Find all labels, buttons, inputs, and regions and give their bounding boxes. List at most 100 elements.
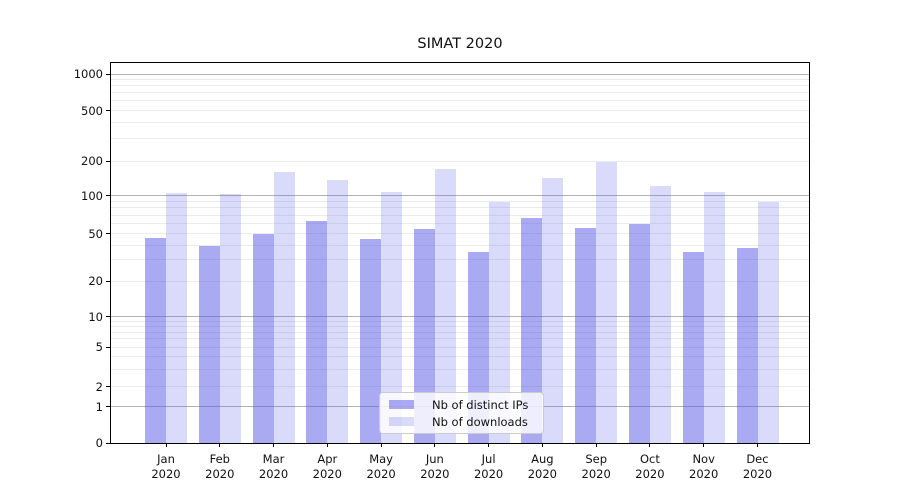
bar-distinct-ips <box>252 233 274 443</box>
y-gridline-minor <box>111 259 809 260</box>
y-tick-label: 1000 <box>73 67 103 81</box>
legend-label-downloads: Nb of downloads <box>432 414 528 429</box>
x-tick <box>327 443 328 447</box>
bar-downloads <box>542 177 564 443</box>
y-tick-label: 10 <box>88 309 103 324</box>
legend-swatch-distinct-ips <box>389 400 414 409</box>
y-gridline-minor <box>111 110 809 111</box>
x-tick-label: Oct 2020 <box>635 452 665 481</box>
y-gridline-minor <box>111 207 809 208</box>
y-tick <box>106 74 110 75</box>
y-gridline-minor <box>111 245 809 246</box>
y-gridline-minor <box>111 233 809 234</box>
x-tick-label: Jul 2020 <box>473 452 504 481</box>
y-gridline-major <box>111 316 809 317</box>
y-tick-label: 0 <box>95 436 103 450</box>
bar-distinct-ips <box>360 239 382 443</box>
x-tick-label: Jun 2020 <box>420 452 450 481</box>
x-tick <box>649 443 650 447</box>
x-tick <box>703 443 704 447</box>
x-tick <box>434 443 435 447</box>
bar-distinct-ips <box>306 220 328 443</box>
x-tick-label: Dec 2020 <box>742 452 773 481</box>
bar-distinct-ips <box>413 229 435 443</box>
bar-downloads <box>219 194 241 443</box>
bar-downloads <box>757 201 779 443</box>
bar-downloads <box>166 193 187 443</box>
legend-item-downloads: Nb of downloads <box>389 413 535 430</box>
y-tick <box>106 316 110 317</box>
y-tick <box>106 281 110 282</box>
bar-distinct-ips <box>521 217 543 443</box>
y-tick-label: 5 <box>95 340 103 354</box>
legend: Nb of distinct IPs Nb of downloads <box>379 392 544 434</box>
y-gridline-minor <box>111 79 809 80</box>
y-gridline-minor <box>111 138 809 139</box>
x-tick-label: Jan 2020 <box>151 452 181 481</box>
y-gridline-minor <box>111 85 809 86</box>
bar-downloads <box>488 201 510 443</box>
bar-downloads <box>327 179 349 443</box>
x-tick-label: Aug 2020 <box>527 452 558 481</box>
y-tick <box>106 386 110 387</box>
y-tick-label: 50 <box>88 226 103 241</box>
bar-distinct-ips <box>628 223 650 443</box>
plot-area: 0 1 2 5 10 20 50 100 200 500 1000 Jan 2020 Feb 2020 M… <box>74 62 810 481</box>
x-tick <box>757 443 758 447</box>
y-tick <box>106 233 110 234</box>
y-gridline-minor <box>111 281 809 282</box>
y-tick <box>106 161 110 162</box>
x-tick <box>219 443 220 447</box>
bar-downloads <box>596 162 618 443</box>
y-tick <box>106 406 110 407</box>
y-gridline-minor <box>111 321 809 322</box>
y-tick <box>106 195 110 196</box>
x-tick <box>381 443 382 447</box>
bar-distinct-ips <box>736 247 758 443</box>
y-gridline-minor <box>111 369 809 370</box>
y-tick <box>106 347 110 348</box>
y-tick <box>106 443 110 444</box>
y-tick <box>106 110 110 111</box>
bar-distinct-ips <box>145 237 166 443</box>
x-tick <box>542 443 543 447</box>
y-gridline-minor <box>111 100 809 101</box>
y-gridline-minor <box>111 92 809 93</box>
chart-title: SIMAT 2020 <box>417 36 503 52</box>
y-gridline-major <box>111 195 809 196</box>
y-gridline-minor <box>111 161 809 162</box>
bar-downloads <box>381 192 403 443</box>
bar-distinct-ips <box>198 246 220 443</box>
y-tick-label: 200 <box>81 154 103 168</box>
y-tick-label: 100 <box>81 188 103 203</box>
y-gridline-minor <box>111 332 809 333</box>
x-tick <box>273 443 274 447</box>
y-gridline-minor <box>111 215 809 216</box>
bar-downloads <box>273 172 295 443</box>
x-tick-label: Mar 2020 <box>258 452 289 481</box>
x-tick-label: Nov 2020 <box>689 452 719 481</box>
legend-item-distinct-ips: Nb of distinct IPs <box>389 396 535 413</box>
y-gridline-minor <box>111 326 809 327</box>
y-gridline-minor <box>111 386 809 387</box>
x-tick <box>488 443 489 447</box>
x-tick-label: May 2020 <box>366 452 396 481</box>
y-gridline-minor <box>111 201 809 202</box>
legend-swatch-downloads <box>389 417 414 426</box>
bar-downloads <box>703 192 725 443</box>
x-tick <box>166 443 167 447</box>
y-tick-label: 20 <box>88 274 103 288</box>
bar-distinct-ips <box>575 228 597 443</box>
bar-downloads <box>649 186 671 443</box>
y-gridline-minor <box>111 347 809 348</box>
y-gridline-minor <box>111 338 809 339</box>
y-gridline-minor <box>111 223 809 224</box>
legend-label-distinct-ips: Nb of distinct IPs <box>432 397 529 412</box>
x-tick-label: Feb 2020 <box>205 452 235 481</box>
x-tick-label: Apr 2020 <box>312 452 342 481</box>
y-tick-label: 500 <box>81 103 103 118</box>
y-gridline-minor <box>111 122 809 123</box>
x-tick <box>596 443 597 447</box>
y-gridline-major <box>111 74 809 75</box>
